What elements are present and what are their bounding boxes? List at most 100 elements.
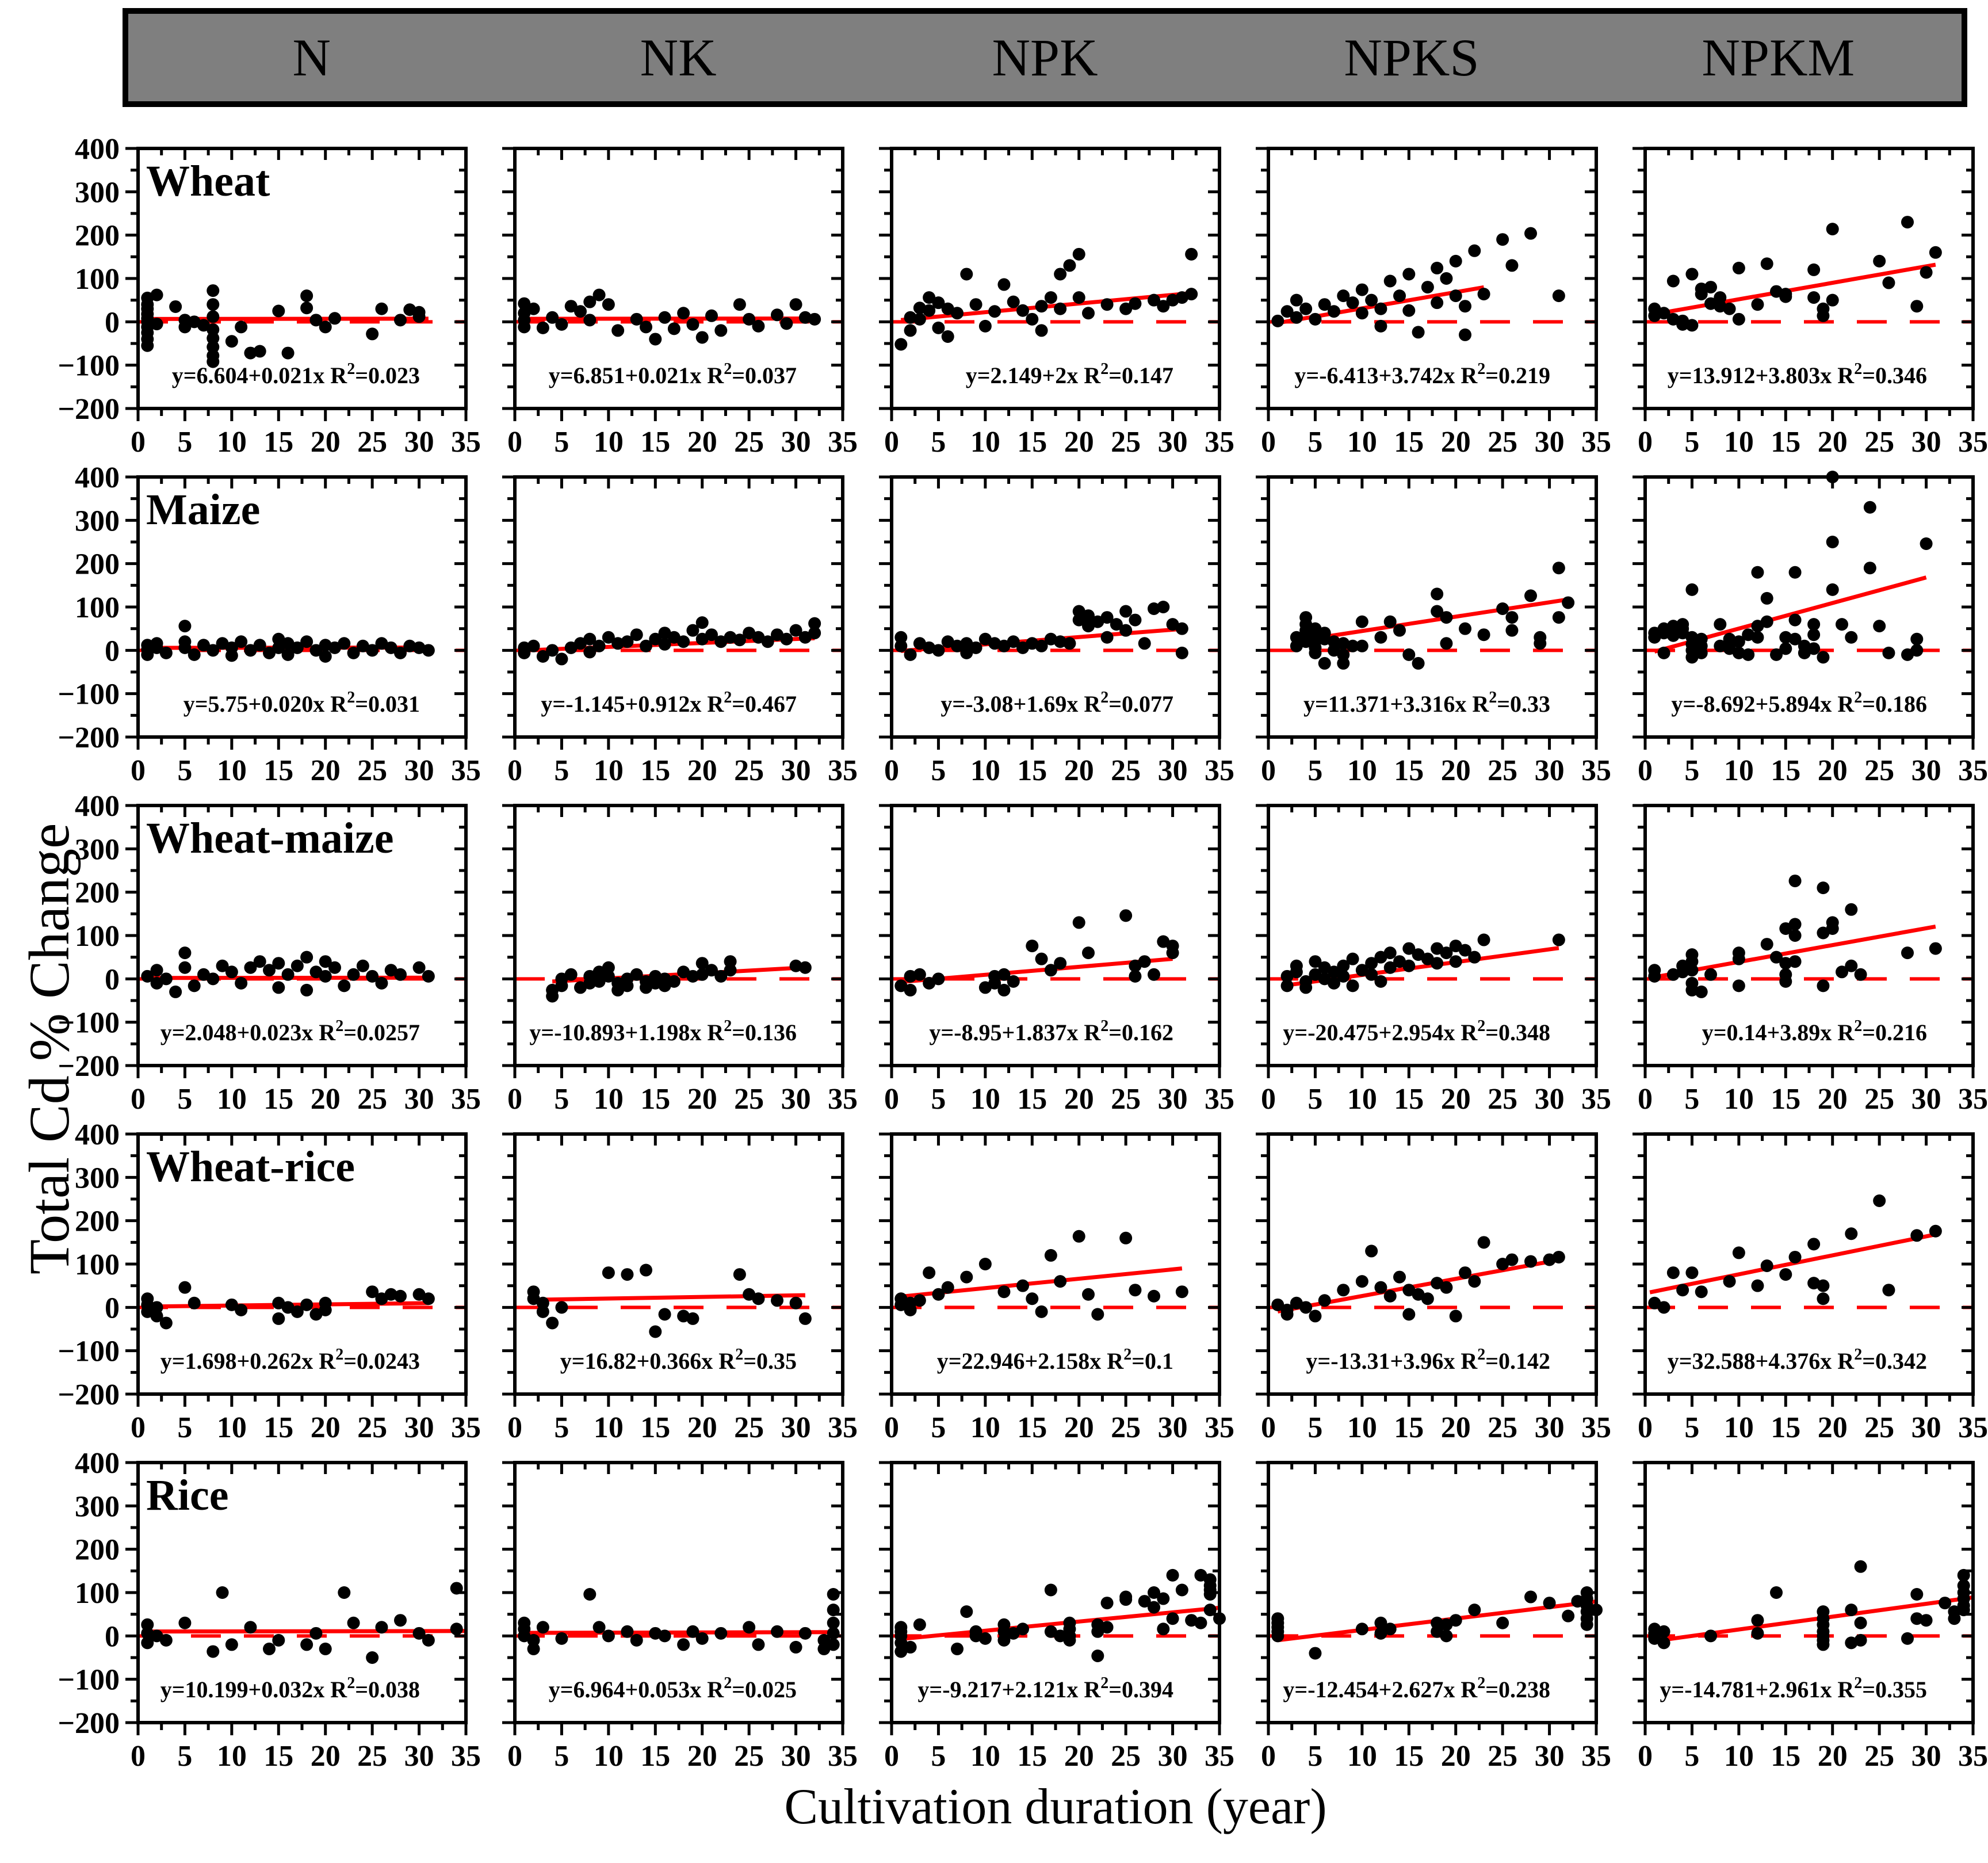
data-point [789,1296,802,1310]
data-point [640,320,652,334]
x-tick-label: 30 [1158,1740,1188,1773]
data-point [1826,922,1839,935]
panel-wheat-rice-npkm: 0 5 10 15 20 25 30 35 y=32.588+4.376x R2=0.342 [1633,1132,1988,1444]
data-point [1826,536,1839,548]
data-point [1175,646,1188,659]
x-tick-label: 10 [970,1411,1000,1444]
data-point [518,320,531,334]
data-point [263,646,276,659]
data-point [1714,618,1727,631]
data-point [1383,274,1397,288]
data-point [1374,631,1387,644]
data-point [997,968,1011,981]
data-point [1695,1285,1708,1299]
x-tick-label: 25 [1111,1083,1141,1116]
data-point [1309,1310,1322,1323]
data-point [904,969,917,983]
equation-label: y=13.912+3.803x R2=0.346 [1668,360,1927,388]
data-point [1016,304,1029,317]
data-point [1365,957,1378,970]
data-point [808,617,821,630]
x-tick-label: 0 [1638,754,1653,787]
data-point [1459,622,1471,635]
data-point [253,345,266,358]
data-point [913,1618,926,1631]
data-point [752,1292,765,1305]
x-tick-label: 35 [1958,1740,1988,1773]
header-col-nk: NK [640,28,717,87]
x-tick-label: 5 [1308,1740,1322,1773]
data-point [932,296,945,310]
data-point [319,1303,332,1316]
panel-wheat-npkm: 0 5 10 15 20 25 30 35 y=13.912+3.803x R2=0.346 [1633,147,1988,459]
equation-label: y=6.604+0.021x R2=0.023 [172,360,420,388]
data-point [141,1636,154,1650]
x-tick-label: 10 [970,426,1000,459]
data-point [1082,609,1095,623]
data-point [1072,247,1085,261]
data-point [272,981,285,994]
data-point [536,321,549,334]
x-tick-label: 25 [734,754,764,787]
data-point [384,641,397,654]
x-tick-label: 10 [217,1740,247,1773]
equation-label: y=16.82+0.366x R2=0.35 [560,1346,797,1374]
data-point [422,1633,435,1647]
y-tick-label: 0 [105,1620,120,1653]
data-point [1290,965,1303,979]
data-point [272,957,285,970]
data-point [1807,1238,1821,1251]
x-tick-label: 5 [931,754,946,787]
data-point [1054,957,1067,970]
data-point [546,311,559,324]
data-point [1185,247,1198,261]
data-point [904,1640,917,1654]
x-tick-label: 35 [451,1083,481,1116]
data-point [1882,276,1895,289]
data-point [1723,1275,1736,1288]
data-point [319,1642,332,1655]
data-point [347,968,360,981]
x-tick-label: 15 [1394,1083,1424,1116]
x-tick-label: 20 [1441,426,1471,459]
panel-wheat-maize-npkm: 0 5 10 15 20 25 30 35 y=0.14+3.89x R2=0.216 [1633,804,1988,1116]
y-tick-label: 100 [75,1249,120,1281]
data-point [272,304,285,318]
equation-label: y=-14.781+2.961x R2=0.355 [1660,1674,1927,1702]
data-point [621,1625,634,1638]
data-point [225,649,238,662]
data-point [1760,615,1773,628]
data-point [1337,656,1350,670]
data-point [1779,631,1792,644]
data-point [1807,263,1821,276]
data-point [394,1614,407,1627]
data-point [1788,955,1802,968]
data-point [583,314,597,327]
data-point [1695,646,1708,659]
data-point [422,969,435,983]
data-point [904,983,917,997]
x-tick-label: 15 [263,1411,293,1444]
data-point [932,1288,945,1301]
data-point [1779,957,1792,970]
data-point [169,985,182,998]
data-point [695,1632,709,1645]
data-point [1760,1259,1773,1273]
data-point [536,1621,549,1634]
data-point [771,1625,783,1638]
x-tick-label: 20 [1064,754,1094,787]
data-point [1524,1590,1537,1604]
x-tick-label: 15 [640,1740,670,1773]
data-point [207,355,220,368]
crop-label: Wheat-rice [146,1143,355,1191]
crop-label: Rice [146,1471,228,1520]
data-point [1826,293,1839,307]
data-point [1044,1583,1057,1597]
data-point [1873,1194,1886,1208]
data-point [338,1586,351,1599]
data-point [1365,1244,1378,1258]
data-point [1337,648,1350,661]
data-point [1449,1614,1462,1627]
data-point [1175,1583,1188,1597]
